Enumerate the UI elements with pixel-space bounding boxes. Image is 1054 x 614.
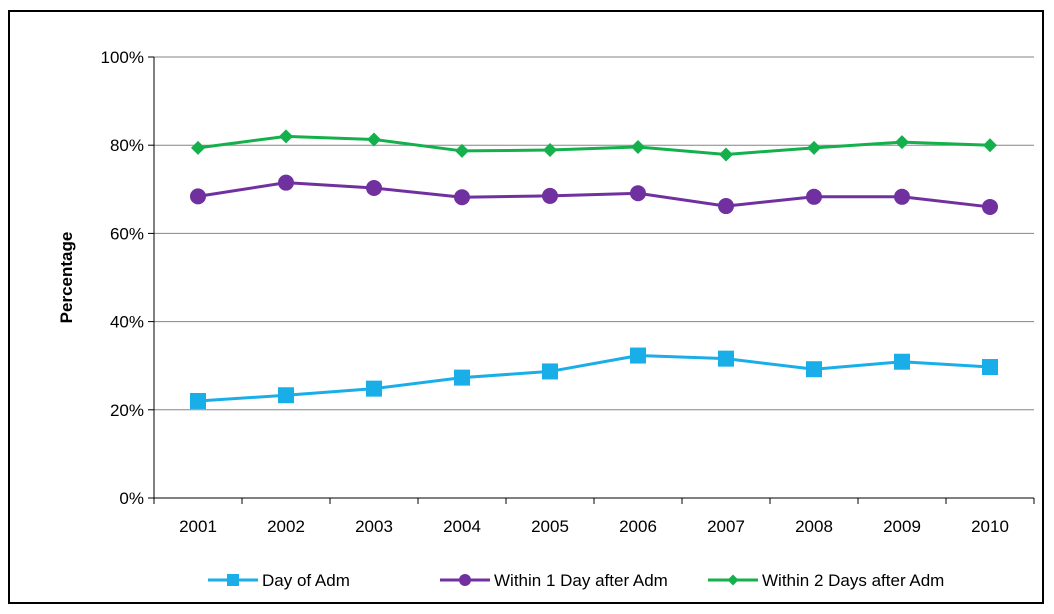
y-axis-title: Percentage	[57, 232, 76, 324]
y-tick-label: 0%	[119, 489, 144, 508]
data-point-square	[278, 387, 294, 404]
x-tick-labels: 2001 2002 2003 2004 2005 2006 2007 2008 2009 2010	[179, 517, 1009, 536]
data-point-diamond	[191, 140, 205, 155]
series-within-2-days-after-adm	[191, 129, 997, 162]
data-point-diamond	[279, 129, 293, 144]
x-tick-label: 2008	[795, 517, 833, 536]
gridlines	[154, 56, 1034, 411]
x-tick-label: 2009	[883, 517, 921, 536]
data-point-circle	[982, 198, 998, 215]
x-tick-label: 2001	[179, 517, 217, 536]
y-tick-label: 80%	[110, 136, 144, 155]
axes	[148, 56, 1035, 504]
data-point-diamond	[807, 140, 821, 155]
data-point-diamond	[983, 138, 997, 153]
legend-item: Day of Adm	[208, 571, 350, 590]
data-point-square	[982, 359, 998, 376]
data-point-square	[630, 347, 646, 364]
x-tick-label: 2007	[707, 517, 745, 536]
x-tick-label: 2005	[531, 517, 569, 536]
x-tick-label: 2004	[443, 517, 481, 536]
data-point-circle	[366, 179, 382, 196]
x-tick-label: 2006	[619, 517, 657, 536]
data-point-square	[366, 380, 382, 397]
data-point-square	[542, 363, 558, 380]
data-point-diamond	[455, 143, 469, 158]
data-point-circle	[278, 174, 294, 191]
series-line	[197, 134, 991, 156]
x-tick-label: 2002	[267, 517, 305, 536]
data-point-diamond	[727, 574, 739, 586]
data-point-circle	[718, 198, 734, 215]
y-tick-label: 40%	[110, 313, 144, 332]
data-point-diamond	[367, 132, 381, 147]
data-point-diamond	[719, 147, 733, 162]
data-point-diamond	[895, 135, 909, 150]
y-tick-label: 20%	[110, 401, 144, 420]
x-tick-label: 2003	[355, 517, 393, 536]
legend: Day of Adm Within 1 Day after Adm Within 2…	[208, 571, 944, 590]
y-tick-label: 60%	[110, 224, 144, 243]
data-point-diamond	[543, 143, 557, 158]
data-point-square	[718, 350, 734, 367]
legend-item: Within 2 Days after Adm	[708, 571, 944, 590]
data-point-square	[894, 353, 910, 370]
legend-label: Within 1 Day after Adm	[494, 571, 668, 590]
chart-frame	[8, 10, 1044, 604]
data-point-circle	[542, 187, 558, 204]
data-point-circle	[806, 188, 822, 205]
y-tick-label: 100%	[101, 48, 144, 67]
series-line	[197, 181, 991, 209]
series-within-1-day-after-adm	[190, 174, 998, 215]
data-point-square	[227, 574, 239, 586]
data-point-circle	[630, 185, 646, 202]
series	[190, 129, 998, 409]
data-point-circle	[190, 188, 206, 205]
data-point-circle	[894, 188, 910, 205]
data-point-square	[806, 361, 822, 378]
legend-label: Day of Adm	[262, 571, 350, 590]
data-point-square	[454, 369, 470, 386]
data-point-diamond	[631, 139, 645, 154]
legend-label: Within 2 Days after Adm	[762, 571, 944, 590]
y-tick-labels: 0% 20% 40% 60% 80% 100%	[101, 48, 144, 508]
series-day-of-adm	[190, 347, 998, 409]
data-point-circle	[454, 189, 470, 206]
series-line	[197, 354, 991, 403]
data-point-circle	[459, 574, 471, 586]
x-tick-label: 2010	[971, 517, 1009, 536]
legend-item: Within 1 Day after Adm	[440, 571, 668, 590]
data-point-square	[190, 392, 206, 409]
